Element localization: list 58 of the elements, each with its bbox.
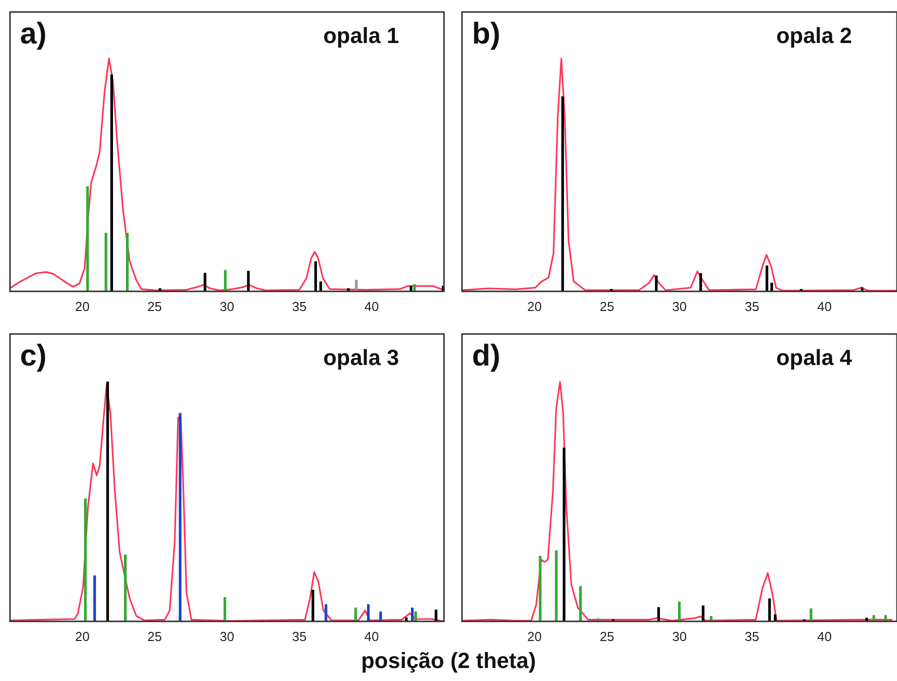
x-tick-label: 35 bbox=[292, 298, 307, 314]
bar bbox=[699, 273, 702, 292]
bar bbox=[678, 602, 681, 622]
bar bbox=[768, 598, 771, 622]
bar bbox=[561, 96, 564, 292]
x-tick-label: 40 bbox=[364, 628, 379, 644]
bar bbox=[204, 272, 206, 292]
x-tick-label: 25 bbox=[600, 298, 614, 314]
x-tick-label: 30 bbox=[220, 628, 234, 644]
x-tick-label: 20 bbox=[75, 628, 90, 644]
chart-title: opala 3 bbox=[323, 345, 399, 370]
text: c) bbox=[20, 339, 47, 372]
x-tick-label: 35 bbox=[292, 628, 307, 644]
bar bbox=[579, 586, 582, 622]
bar bbox=[224, 597, 226, 622]
x-tick-label: 20 bbox=[75, 298, 90, 314]
bar bbox=[84, 498, 87, 622]
bar bbox=[224, 270, 227, 292]
x-tick-label: 25 bbox=[600, 628, 614, 644]
x-tick-label: 20 bbox=[527, 298, 542, 314]
bar bbox=[554, 550, 558, 622]
chart-title: opala 2 bbox=[776, 23, 852, 48]
bar bbox=[106, 382, 109, 622]
x-tick-label: 20 bbox=[527, 628, 542, 644]
bar bbox=[104, 232, 108, 292]
bar bbox=[324, 604, 328, 622]
bar bbox=[538, 556, 542, 622]
bar bbox=[86, 186, 89, 292]
bar bbox=[434, 610, 438, 622]
chart-title: opala 1 bbox=[323, 23, 399, 48]
bar bbox=[884, 615, 887, 622]
x-tick-label: 40 bbox=[364, 298, 379, 314]
bar bbox=[312, 590, 314, 622]
text: b) bbox=[472, 17, 500, 50]
bar bbox=[178, 412, 182, 622]
bar bbox=[562, 448, 566, 622]
x-tick-label: 30 bbox=[672, 628, 687, 644]
bar bbox=[810, 608, 812, 622]
x-tick-label: 25 bbox=[147, 298, 162, 314]
text: a) bbox=[20, 17, 47, 50]
x-tick-label: 35 bbox=[744, 298, 760, 314]
bar bbox=[93, 575, 96, 622]
x-axis-title: posição (2 theta) bbox=[360, 648, 537, 674]
bar bbox=[314, 261, 317, 292]
bar bbox=[413, 284, 416, 292]
bar bbox=[124, 554, 127, 622]
bar bbox=[410, 286, 412, 292]
bar bbox=[110, 74, 114, 292]
x-tick-label: 30 bbox=[220, 298, 234, 314]
text: d) bbox=[472, 339, 500, 372]
x-tick-label: 30 bbox=[672, 298, 687, 314]
x-tick-label: 40 bbox=[817, 298, 832, 314]
bar bbox=[766, 265, 768, 292]
x-tick-label: 35 bbox=[744, 628, 760, 644]
x-tick-label: 40 bbox=[817, 628, 832, 644]
x-tick-label: 25 bbox=[147, 628, 162, 644]
chart-title: opala 4 bbox=[776, 345, 853, 370]
bar bbox=[126, 232, 129, 292]
